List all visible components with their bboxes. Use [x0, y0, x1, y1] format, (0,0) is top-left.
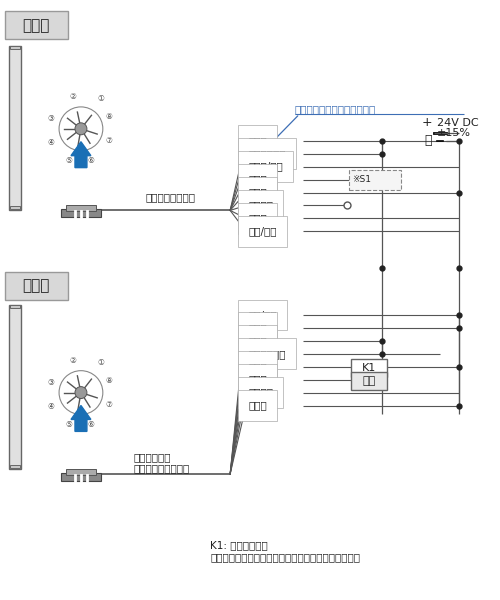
- Bar: [10, 465, 20, 468]
- Text: （青）: （青）: [248, 401, 267, 410]
- Text: （黄緑/黒）: （黄緑/黒）: [248, 161, 283, 172]
- Bar: [10, 46, 20, 49]
- Circle shape: [75, 386, 87, 398]
- Text: ⑥: ⑥: [88, 156, 94, 165]
- Text: （橙）: （橙）: [248, 323, 267, 333]
- Text: ②: ②: [70, 92, 76, 101]
- Bar: [350, 170, 401, 190]
- Text: K1: K1: [362, 362, 376, 373]
- Text: （橙/黒）: （橙/黒）: [248, 226, 276, 236]
- Bar: [352, 371, 387, 389]
- Text: ケーブル色：: ケーブル色：: [134, 452, 171, 462]
- Text: ケーブル色：灰色: ケーブル色：灰色: [146, 193, 196, 202]
- Text: （青）: （青）: [248, 187, 267, 197]
- Text: ④: ④: [48, 138, 54, 147]
- FancyArrow shape: [71, 142, 91, 167]
- Text: ⑤: ⑤: [66, 156, 72, 165]
- Text: －: －: [424, 134, 432, 147]
- Text: ※S1: ※S1: [352, 175, 372, 184]
- Text: ±15%: ±15%: [437, 128, 471, 138]
- Bar: [66, 469, 96, 475]
- Text: ⑤: ⑤: [66, 420, 72, 429]
- FancyArrow shape: [71, 406, 91, 431]
- Text: 接続ケーブルのリード線の色: 接続ケーブルのリード線の色: [295, 104, 376, 114]
- Bar: [6, 11, 68, 39]
- Text: （薄紫）: （薄紫）: [248, 200, 273, 211]
- Bar: [61, 209, 101, 217]
- Text: ①: ①: [98, 358, 104, 367]
- Circle shape: [59, 371, 103, 415]
- Text: ⑦: ⑦: [106, 136, 112, 145]
- Text: ③: ③: [48, 378, 54, 387]
- Text: ⑧: ⑧: [106, 112, 112, 121]
- Text: ①: ①: [98, 94, 104, 103]
- Text: （黄緑）: （黄緑）: [248, 388, 273, 398]
- Text: （シールド）: （シールド）: [248, 149, 286, 158]
- Text: （黒）: （黒）: [248, 362, 267, 371]
- Text: ④: ④: [48, 402, 54, 411]
- Text: +: +: [422, 116, 432, 130]
- Text: 負荷: 負荷: [362, 376, 376, 386]
- Text: ⑧: ⑧: [106, 376, 112, 385]
- Bar: [6, 272, 68, 300]
- Text: （強制ガイド式リレーまたはマグネットコンタクタ）: （強制ガイド式リレーまたはマグネットコンタクタ）: [210, 552, 360, 562]
- Circle shape: [75, 123, 87, 135]
- Bar: [352, 359, 387, 377]
- Text: （橙/黒）: （橙/黒）: [248, 310, 276, 320]
- Text: 24V DC: 24V DC: [437, 118, 478, 128]
- Text: （茶）: （茶）: [248, 136, 267, 146]
- Text: （桃）: （桃）: [248, 175, 267, 185]
- Text: K1: 外部デバイス: K1: 外部デバイス: [210, 540, 268, 550]
- Text: 投光器: 投光器: [22, 18, 50, 33]
- Text: （シールド）: （シールド）: [248, 349, 286, 359]
- Text: ②: ②: [70, 356, 76, 365]
- Text: ⑦: ⑦: [106, 400, 112, 409]
- Bar: [61, 473, 101, 481]
- Text: （白）: （白）: [248, 374, 267, 385]
- Bar: [10, 305, 22, 469]
- Bar: [66, 205, 96, 211]
- Bar: [10, 305, 20, 308]
- Text: ③: ③: [48, 115, 54, 124]
- Bar: [10, 206, 20, 209]
- Circle shape: [59, 107, 103, 151]
- Text: 灰色（黒ライン入）: 灰色（黒ライン入）: [134, 463, 190, 473]
- Text: （橙）: （橙）: [248, 214, 267, 223]
- Text: ⑥: ⑥: [88, 420, 94, 429]
- Text: 受光器: 受光器: [22, 278, 50, 293]
- Bar: [10, 46, 22, 211]
- Text: （茶）: （茶）: [248, 336, 267, 346]
